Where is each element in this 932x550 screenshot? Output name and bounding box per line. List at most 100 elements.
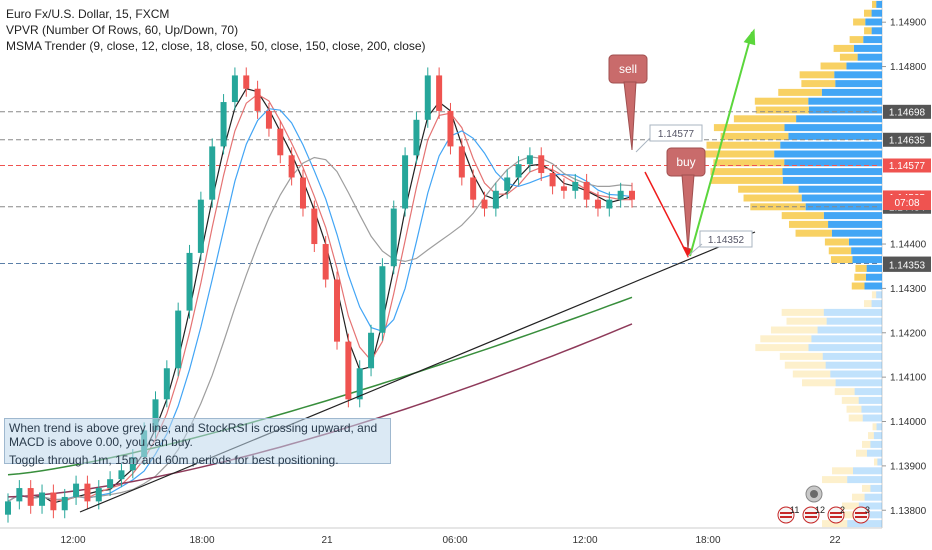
vp-down-bar — [786, 317, 827, 325]
vp-down-bar — [743, 194, 802, 202]
horizontal-levels — [0, 111, 880, 265]
candle-body — [27, 488, 34, 506]
vp-down-bar — [710, 168, 783, 176]
vp-up-bar — [876, 423, 882, 431]
price-label-box — [883, 132, 931, 147]
indicator-vpvr[interactable]: VPVR (Number Of Rows, 60, Up/Down, 70) — [6, 23, 239, 37]
drawings — [79, 28, 756, 513]
vp-down-bar — [828, 247, 852, 255]
vp-up-bar — [865, 18, 882, 26]
vp-up-bar — [817, 326, 882, 334]
vp-up-bar — [780, 141, 882, 149]
candle-body — [50, 492, 57, 511]
x-tick-label: 18:00 — [695, 535, 720, 546]
candle-body — [504, 177, 511, 191]
candle-body — [413, 119, 420, 156]
vp-down-bar — [696, 150, 775, 158]
vp-up-bar — [862, 414, 882, 422]
symbol-line[interactable]: Euro Fx/U.S. Dollar, 15, FXCM — [6, 7, 170, 21]
candle-body — [175, 310, 182, 369]
vp-up-bar — [852, 256, 882, 264]
indicator-msma[interactable]: MSMA Trender (9, close, 12, close, 18, c… — [6, 39, 426, 53]
ma-18-line — [7, 108, 633, 502]
vp-down-bar — [713, 124, 785, 132]
x-tick-label: 21 — [321, 535, 333, 546]
x-tick-label: 12:00 — [572, 535, 597, 546]
vp-up-bar — [864, 493, 882, 501]
vp-down-bar — [855, 264, 867, 272]
vp-down-bar — [781, 212, 824, 220]
vp-up-bar — [853, 467, 882, 475]
vp-down-bar — [822, 476, 848, 484]
vp-down-bar — [778, 88, 822, 96]
y-tick-label: 1.13800 — [890, 506, 927, 517]
vp-down-bar — [849, 36, 864, 44]
us-flag-icon — [852, 506, 870, 524]
trend-line — [79, 231, 756, 513]
candle-body — [526, 155, 533, 165]
us-flag-icon — [802, 506, 820, 524]
vp-down-bar — [848, 414, 863, 422]
vp-up-bar — [847, 476, 882, 484]
vp-up-bar — [858, 502, 882, 510]
vp-down-bar — [839, 53, 858, 61]
vp-down-bar — [760, 335, 812, 343]
vp-up-bar — [871, 9, 882, 17]
vp-down-bar — [872, 423, 877, 431]
volume-profile — [696, 0, 882, 528]
vp-up-bar — [782, 168, 882, 176]
economic-events[interactable]: 11 12 2 3 — [777, 485, 870, 524]
vp-down-bar — [799, 71, 835, 79]
candle-body — [84, 483, 91, 502]
vp-up-bar — [825, 361, 882, 369]
vp-up-bar — [871, 27, 882, 35]
candle-body — [334, 279, 341, 342]
price-label-text: 1.14353 — [889, 260, 926, 271]
candle-body — [299, 177, 306, 209]
vp-up-bar — [864, 282, 882, 290]
candle-body — [390, 208, 397, 267]
vp-up-bar — [831, 229, 882, 237]
candle-body — [368, 332, 375, 369]
price-label-text: 1.14635 — [889, 135, 926, 146]
vp-up-bar — [858, 396, 882, 404]
candle-body — [288, 155, 295, 178]
vp-up-bar — [877, 458, 882, 466]
vp-down-bar — [833, 44, 854, 52]
candle-body — [424, 75, 431, 120]
vp-up-bar — [857, 53, 882, 61]
vp-down-bar — [841, 396, 859, 404]
y-tick-label: 1.14800 — [890, 62, 927, 73]
vp-up-bar — [782, 176, 882, 184]
candle-body — [73, 483, 80, 497]
event-count: 11 — [790, 505, 799, 515]
candle-body — [629, 190, 635, 200]
vp-up-bar — [796, 115, 882, 123]
price-label-box — [883, 104, 931, 119]
vp-down-bar — [846, 405, 862, 413]
info-note[interactable]: When trend is above grey line, and Stock… — [4, 418, 391, 467]
ma-200-line — [7, 323, 633, 498]
vp-down-bar — [710, 176, 783, 184]
vp-up-bar — [828, 220, 882, 228]
candle-body — [243, 75, 250, 89]
vp-up-bar — [808, 97, 882, 105]
vp-down-bar — [864, 27, 872, 35]
sell-label: sell — [619, 62, 637, 76]
x-tick-label: 12:00 — [60, 535, 85, 546]
candle-body — [583, 181, 590, 200]
price-tag-2-text: 1.14352 — [708, 235, 745, 246]
vp-down-bar — [713, 159, 785, 167]
vp-down-bar — [784, 361, 826, 369]
candle-body — [481, 199, 488, 209]
buy-label: buy — [676, 155, 695, 169]
vp-down-bar — [738, 185, 799, 193]
vp-down-bar — [820, 62, 847, 70]
candle-body — [254, 88, 261, 111]
vp-up-bar — [823, 212, 882, 220]
candle-body — [220, 102, 227, 147]
vp-down-bar — [856, 449, 867, 457]
vp-up-bar — [848, 238, 882, 246]
x-tick-label: 22 — [829, 535, 841, 546]
